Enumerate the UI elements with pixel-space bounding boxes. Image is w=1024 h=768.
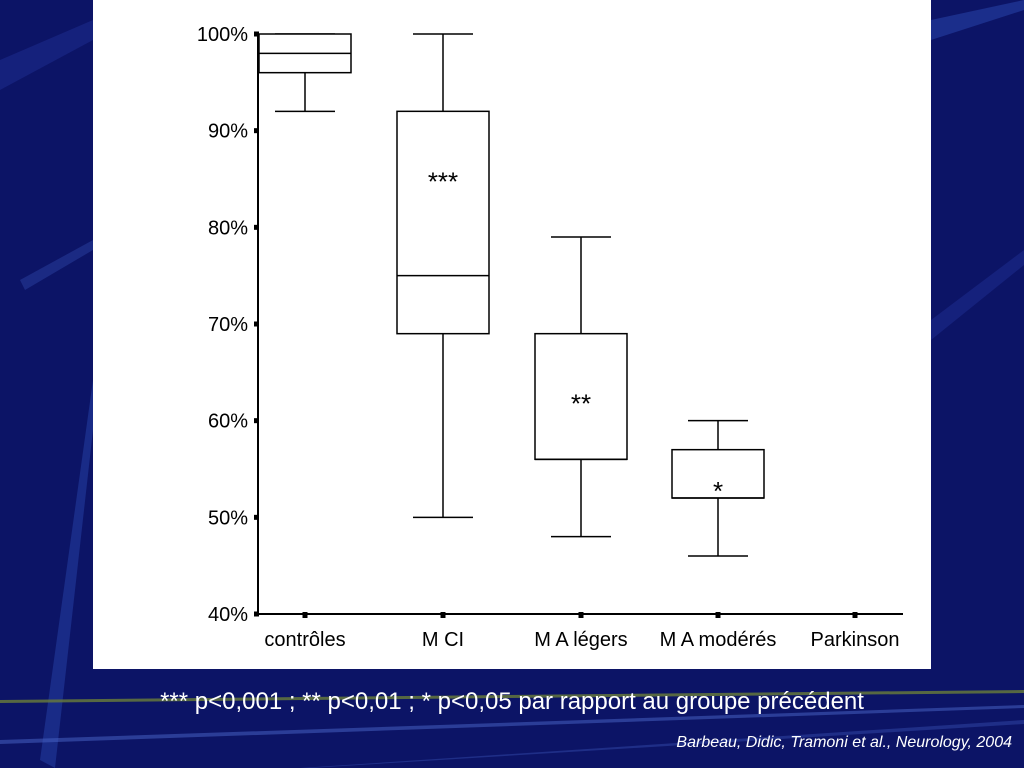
citation-text: Barbeau, Didic, Tramoni et al., Neurolog…: [676, 734, 1012, 751]
x-category-label: M CI: [422, 629, 464, 651]
chart-labels: 40% 50% 60% 70% 80% 90% 100% contrôles M CI M A l…: [197, 24, 900, 651]
x-category-label: contrôles: [264, 629, 345, 651]
y-tick-mark: [254, 418, 259, 424]
y-tick-label: 60%: [208, 411, 248, 433]
x-category-label: M A légers: [534, 629, 627, 651]
x-category-label: Parkinson: [811, 629, 900, 651]
x-tick-mark: [715, 612, 721, 618]
box-group: [534, 236, 628, 538]
significance-annotation: *: [713, 476, 723, 506]
iqr-box: [671, 448, 765, 499]
y-tick-label: 40%: [208, 604, 248, 626]
iqr-box: [396, 110, 490, 335]
x-tick-mark: [302, 612, 308, 618]
x-tick-mark: [578, 612, 584, 618]
box-group: [396, 33, 490, 519]
significance-footnote: *** p<0,001 ; ** p<0,01 ; * p<0,05 par r…: [160, 688, 864, 715]
x-category-label: M A modérés: [660, 629, 777, 651]
y-tick-label: 90%: [208, 121, 248, 143]
x-tick-mark: [852, 612, 858, 618]
y-tick-mark: [254, 611, 259, 617]
y-tick-mark: [254, 224, 259, 230]
x-tick-mark: [440, 612, 446, 618]
chart-axes: [254, 31, 903, 618]
box-group: [258, 33, 352, 113]
y-tick-label: 80%: [208, 217, 248, 239]
box-group: [671, 419, 765, 557]
chart-panel: 40% 50% 60% 70% 80% 90% 100% contrôles M CI M A l…: [93, 0, 931, 669]
y-tick-mark: [254, 321, 259, 327]
significance-annotation: ***: [428, 167, 458, 197]
y-tick-mark: [254, 128, 259, 134]
box-plot-chart: 40% 50% 60% 70% 80% 90% 100% contrôles M CI M A l…: [197, 24, 903, 651]
y-tick-label: 100%: [197, 24, 248, 46]
y-tick-mark: [254, 514, 259, 520]
y-tick-mark: [254, 31, 259, 37]
chart-boxes: [258, 33, 765, 557]
y-tick-label: 70%: [208, 314, 248, 336]
significance-annotation: **: [571, 389, 591, 419]
y-tick-label: 50%: [208, 507, 248, 529]
iqr-box: [534, 332, 628, 461]
